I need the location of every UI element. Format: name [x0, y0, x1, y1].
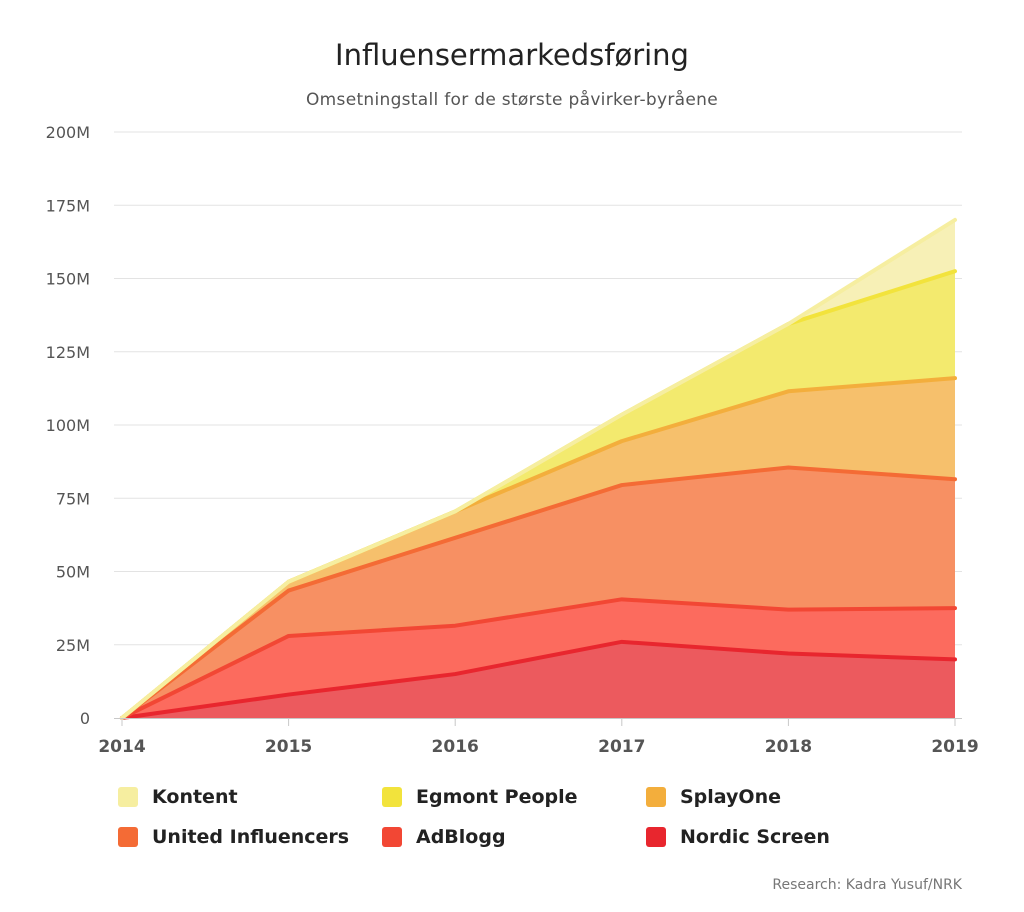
legend-swatch	[382, 787, 402, 807]
credit-text: Research: Kadra Yusuf/NRK	[772, 877, 962, 893]
chart-title: Influensermarkedsføring	[335, 38, 689, 72]
y-tick-label: 0	[80, 709, 90, 728]
y-tick-label: 200M	[46, 123, 90, 142]
y-tick-label: 50M	[56, 563, 90, 582]
legend-label: Egmont People	[416, 786, 578, 808]
x-tick-label: 2019	[931, 737, 978, 757]
x-tick-label: 2015	[265, 737, 312, 757]
legend-label: Nordic Screen	[680, 826, 830, 848]
legend-swatch	[118, 787, 138, 807]
x-tick-label: 2016	[432, 737, 479, 757]
line-adblogg	[120, 597, 957, 720]
legend-label: AdBlogg	[416, 826, 506, 848]
legend-label: Kontent	[152, 786, 238, 808]
x-tick-label: 2014	[98, 737, 145, 757]
y-tick-label: 75M	[56, 489, 90, 508]
legend-label: SplayOne	[680, 786, 781, 808]
area-united-influencers	[122, 467, 955, 718]
legend-swatch	[646, 787, 666, 807]
legend-swatch	[646, 827, 666, 847]
y-tick-label: 100M	[46, 416, 90, 435]
y-tick-label: 25M	[56, 636, 90, 655]
x-tick-label: 2018	[765, 737, 812, 757]
x-tick-label: 2017	[598, 737, 645, 757]
line-nordic-screen	[120, 639, 957, 720]
y-tick-label: 150M	[46, 270, 90, 289]
legend-item-splayone[interactable]: SplayOne	[646, 782, 781, 812]
area-egmont-people	[122, 271, 955, 718]
legend-item-united-influencers[interactable]: United Influencers	[118, 822, 349, 852]
legend-swatch	[118, 827, 138, 847]
chart-subtitle: Omsetningstall for de største påvirker-b…	[306, 90, 718, 110]
y-tick-label: 125M	[46, 343, 90, 362]
y-tick-label: 175M	[46, 196, 90, 215]
legend-item-egmont-people[interactable]: Egmont People	[382, 782, 578, 812]
area-nordic-screen	[122, 641, 955, 718]
legend-item-nordic-screen[interactable]: Nordic Screen	[646, 822, 830, 852]
area-splayone	[122, 378, 955, 718]
legend-item-kontent[interactable]: Kontent	[118, 782, 238, 812]
legend-swatch	[382, 827, 402, 847]
line-united-influencers	[120, 465, 957, 720]
legend-item-adblogg[interactable]: AdBlogg	[382, 822, 506, 852]
line-kontent	[120, 217, 957, 720]
legend-label: United Influencers	[152, 826, 350, 848]
